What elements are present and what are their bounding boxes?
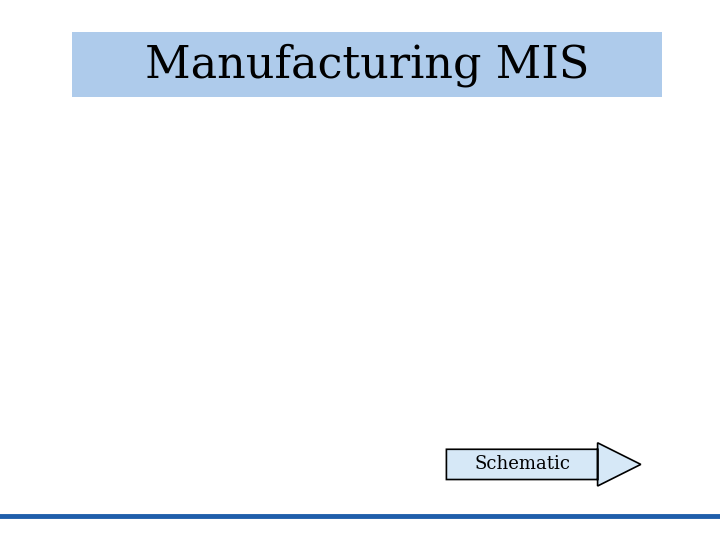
FancyBboxPatch shape bbox=[72, 32, 662, 97]
Polygon shape bbox=[446, 443, 641, 486]
Text: Schematic: Schematic bbox=[474, 455, 570, 474]
Text: Manufacturing MIS: Manufacturing MIS bbox=[145, 43, 590, 86]
